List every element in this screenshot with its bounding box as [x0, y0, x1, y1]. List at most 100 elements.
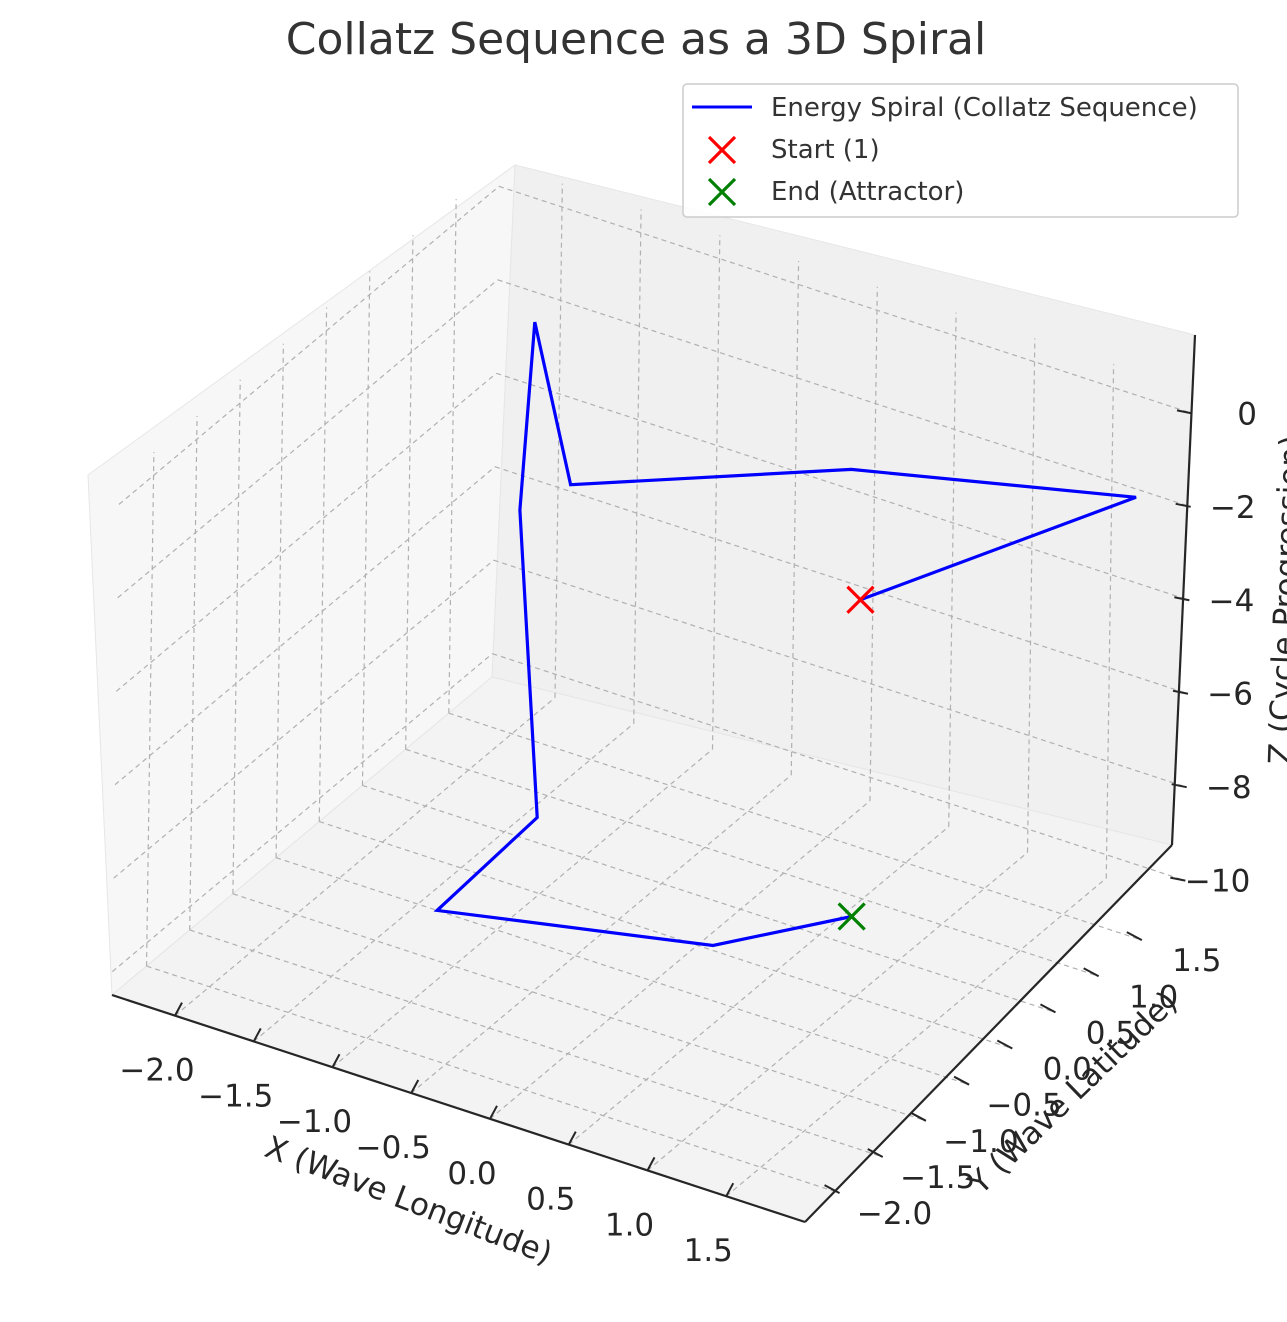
x-tick-label-3: −0.5 — [356, 1130, 431, 1166]
grid-line-left-y-5 — [361, 271, 371, 786]
legend-label-end: End (Attractor) — [771, 177, 964, 207]
x-tick-mark-0 — [174, 1002, 183, 1017]
z-tick-mark-0 — [1176, 409, 1193, 415]
z-tick-label-4: −8 — [1206, 770, 1252, 806]
y-tick-mark-6 — [1083, 967, 1100, 978]
grid-line-floor-y-7 — [448, 712, 1143, 941]
legend-end-x-stroke-b — [707, 177, 737, 207]
grid-line-back-z-5 — [492, 653, 1186, 882]
grid-line-back-x-6 — [1026, 338, 1036, 853]
x-tick-label-0: −2.0 — [119, 1053, 194, 1089]
grid-line-left-z-2 — [115, 372, 497, 692]
chart-title: Collatz Sequence as a 3D Spiral — [286, 14, 986, 65]
legend-frame — [682, 83, 1239, 218]
grid-line-back-x-2 — [711, 235, 721, 750]
grid-line-floor-x-7 — [725, 877, 1107, 1197]
series-line-energy-spiral — [433, 321, 1137, 948]
grid-line-floor-y-6 — [405, 748, 1099, 977]
x-tick-mark-3 — [410, 1079, 420, 1094]
x-tick-mark-5 — [567, 1131, 577, 1146]
end-marker-stroke-b — [837, 902, 866, 931]
grid-line-back-z-2 — [496, 372, 1190, 601]
grid-line-back-z-4 — [493, 559, 1187, 788]
axis-lines — [111, 334, 1197, 1224]
y-tick-mark-4 — [996, 1039, 1013, 1050]
y-tick-mark-5 — [1039, 1003, 1056, 1014]
x-tick-mark-2 — [331, 1053, 341, 1068]
z-axis-line — [1170, 334, 1197, 846]
grid-line-floor-y-1 — [189, 929, 883, 1158]
grid-line-floor-x-3 — [410, 774, 792, 1094]
y-tick-mark-7 — [1126, 931, 1143, 942]
grid-line-floor-x-0 — [174, 697, 556, 1017]
z-tick-mark-5 — [1170, 876, 1186, 882]
z-axis-label: Z (Cycle Progression) — [1262, 434, 1287, 764]
x-tick-label-5: 0.5 — [526, 1182, 575, 1218]
grid-line-back-x-7 — [1105, 364, 1115, 879]
grid-line-left-y-1 — [189, 415, 198, 930]
grid-line-left-y-2 — [232, 379, 241, 894]
z-tick-label-1: −2 — [1210, 490, 1256, 526]
grid-line-left-z-3 — [114, 466, 496, 786]
x-tick-label-7: 1.5 — [684, 1233, 733, 1269]
legend: Energy Spiral (Collatz Sequence) Start (… — [682, 83, 1239, 218]
x-tick-mark-6 — [646, 1156, 656, 1171]
y-tick-label-3: −0.5 — [986, 1088, 1061, 1124]
grid-line-floor-y-5 — [362, 784, 1056, 1013]
z-tick-mark-1 — [1175, 502, 1191, 508]
legend-label-energy-spiral: Energy Spiral (Collatz Sequence) — [771, 93, 1198, 123]
grid-line-left-y-0 — [145, 452, 155, 967]
grid-line-left-z-4 — [113, 559, 495, 879]
y-tick-label-2: −1.0 — [943, 1124, 1018, 1160]
grid-line-back-z-0 — [498, 185, 1193, 414]
legend-start-x — [707, 135, 737, 165]
grid-line-floor-x-4 — [489, 800, 871, 1120]
y-tick-label-5: 0.5 — [1086, 1015, 1135, 1051]
grid-lines — [111, 183, 1193, 1197]
grid-line-floor-y-4 — [319, 820, 1013, 1050]
y-axis-line — [804, 844, 1173, 1223]
x-tick-label-6: 1.0 — [605, 1207, 654, 1243]
grid-line-back-x-4 — [869, 286, 878, 801]
y-tick-label-1: −1.5 — [900, 1160, 975, 1196]
z-tick-label-0: 0 — [1237, 396, 1257, 432]
grid-line-back-x-5 — [948, 312, 957, 827]
y-tick-label-0: −2.0 — [857, 1196, 932, 1232]
z-axis-ticks: 0 −2 −4 −6 −8 −10 — [1170, 396, 1257, 900]
z-tick-mark-4 — [1171, 783, 1187, 789]
grid-line-floor-x-1 — [253, 722, 635, 1042]
x-axis-ticks: −2.0−1.5−1.0−0.5 0.0 0.5 1.0 1.5 — [119, 1002, 735, 1269]
y-tick-mark-2 — [910, 1111, 927, 1122]
grid-line-left-z-5 — [111, 653, 493, 973]
x-axis-line — [111, 993, 806, 1224]
y-tick-mark-1 — [867, 1148, 884, 1158]
axes-panes — [87, 163, 1196, 1223]
grid-line-left-y-4 — [318, 307, 328, 822]
grid-line-left-z-0 — [118, 185, 500, 505]
grid-line-floor-y-2 — [232, 893, 927, 1122]
x-tick-mark-7 — [725, 1182, 735, 1197]
z-tick-mark-3 — [1172, 689, 1189, 695]
grid-line-left-y-7 — [448, 199, 457, 714]
legend-label-start: Start (1) — [771, 135, 880, 165]
y-tick-label-4: 0.0 — [1043, 1052, 1092, 1088]
grid-line-back-x-0 — [554, 183, 563, 698]
z-tick-label-5: −10 — [1185, 864, 1250, 900]
grid-line-back-z-1 — [497, 279, 1191, 508]
x-tick-mark-1 — [252, 1027, 262, 1042]
end-marker — [837, 902, 866, 931]
y-tick-mark-3 — [953, 1075, 970, 1086]
start-marker — [846, 585, 875, 614]
legend-swatch-end — [707, 177, 737, 207]
grid-line-back-z-3 — [494, 466, 1189, 695]
grid-line-back-x-3 — [790, 261, 800, 776]
grid-line-left-z-1 — [117, 279, 499, 599]
legend-start-x-stroke-b — [707, 135, 737, 165]
y-tick-label-6: 1.0 — [1129, 979, 1178, 1015]
z-tick-mark-2 — [1174, 596, 1190, 602]
x-tick-label-4: 0.0 — [447, 1156, 496, 1192]
y-tick-label-7: 1.5 — [1172, 943, 1221, 979]
grid-line-left-y-3 — [275, 343, 285, 858]
start-marker-stroke-b — [846, 585, 875, 614]
x-tick-mark-4 — [489, 1105, 498, 1120]
